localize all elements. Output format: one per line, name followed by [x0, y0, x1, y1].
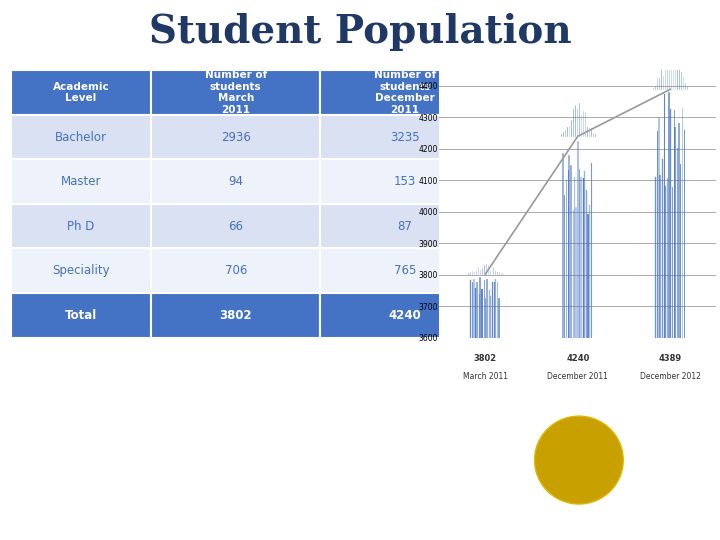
Bar — [151, 159, 320, 204]
Text: Campus León: Campus León — [76, 483, 169, 497]
Text: 3308: 3308 — [559, 131, 589, 144]
Text: 140: 140 — [563, 175, 585, 188]
Bar — [490, 159, 659, 204]
Bar — [320, 159, 490, 204]
Text: 3802: 3802 — [474, 354, 497, 362]
Bar — [490, 248, 659, 293]
Text: Speciality: Speciality — [52, 264, 110, 277]
Bar — [151, 248, 320, 293]
Text: DE GUANAJUATO: DE GUANAJUATO — [644, 475, 720, 485]
Text: Number of
students
December
2011: Number of students December 2011 — [374, 70, 436, 115]
Bar — [320, 70, 490, 115]
Text: 2936: 2936 — [221, 131, 251, 144]
Text: 4240: 4240 — [389, 309, 421, 322]
Text: Bachelor: Bachelor — [55, 131, 107, 144]
Text: 871: 871 — [563, 264, 585, 277]
Bar — [320, 204, 490, 248]
Text: 66: 66 — [228, 220, 243, 233]
Text: 4389: 4389 — [659, 354, 682, 362]
Bar — [320, 115, 490, 159]
Bar — [320, 293, 490, 338]
Text: December 2011: December 2011 — [547, 372, 608, 381]
Bar — [151, 293, 320, 338]
Bar — [490, 115, 659, 159]
Bar — [11, 159, 151, 204]
Text: Ph D: Ph D — [67, 220, 95, 233]
Bar — [11, 70, 151, 115]
Text: 3802: 3802 — [220, 309, 252, 322]
Text: 706: 706 — [225, 264, 247, 277]
Text: 87: 87 — [397, 220, 413, 233]
Text: 3235: 3235 — [390, 131, 420, 144]
Text: March 2011: March 2011 — [463, 372, 508, 381]
Text: Student Population: Student Population — [149, 14, 571, 51]
Bar — [11, 115, 151, 159]
Text: 70: 70 — [567, 220, 582, 233]
Bar — [320, 248, 490, 293]
Text: December 2012: December 2012 — [640, 372, 701, 381]
Bar — [11, 248, 151, 293]
Text: 4240: 4240 — [566, 354, 590, 362]
Bar — [151, 70, 320, 115]
Bar — [151, 115, 320, 159]
Text: Number of
students
March
2011: Number of students March 2011 — [204, 70, 267, 115]
Bar — [11, 293, 151, 338]
Bar — [490, 70, 659, 115]
Text: 153: 153 — [394, 175, 416, 188]
Bar — [11, 204, 151, 248]
Text: UNIVERSIDAD: UNIVERSIDAD — [644, 443, 720, 457]
Bar — [490, 204, 659, 248]
Text: Master: Master — [60, 175, 102, 188]
Text: 4389: 4389 — [558, 309, 590, 322]
Circle shape — [534, 416, 624, 504]
Text: Total: Total — [65, 309, 97, 322]
Bar — [151, 204, 320, 248]
Text: 94: 94 — [228, 175, 243, 188]
Text: Number of
students
December
2012: Number of students December 2012 — [543, 70, 606, 115]
Bar — [490, 293, 659, 338]
Text: 765: 765 — [394, 264, 416, 277]
Text: Academic
Level: Academic Level — [53, 82, 109, 103]
